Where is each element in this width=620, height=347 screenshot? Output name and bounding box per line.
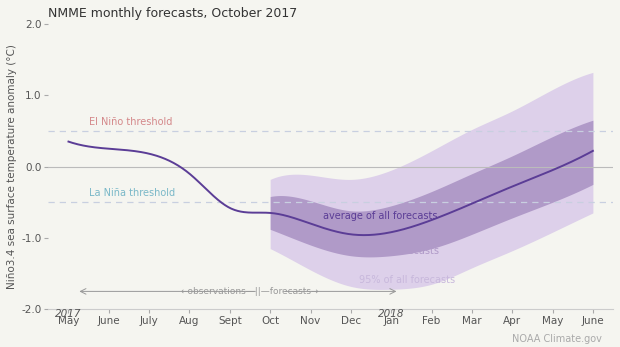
Text: average of all forecasts: average of all forecasts: [322, 211, 437, 221]
Text: El Niño threshold: El Niño threshold: [89, 117, 172, 127]
Text: La Niña threshold: La Niña threshold: [89, 188, 175, 198]
Text: NMME monthly forecasts, October 2017: NMME monthly forecasts, October 2017: [48, 7, 298, 20]
Text: 2018: 2018: [378, 309, 404, 319]
Text: 95% of all forecasts: 95% of all forecasts: [359, 275, 455, 285]
Text: 68% of all forecasts: 68% of all forecasts: [343, 246, 439, 256]
Y-axis label: Niño3.4 sea surface temperature anomaly (°C): Niño3.4 sea surface temperature anomaly …: [7, 44, 17, 289]
Text: 2017: 2017: [55, 309, 82, 319]
Text: NOAA Climate.gov: NOAA Climate.gov: [512, 333, 601, 344]
Text: ←observations—||—forecasts→: ←observations—||—forecasts→: [181, 287, 319, 296]
